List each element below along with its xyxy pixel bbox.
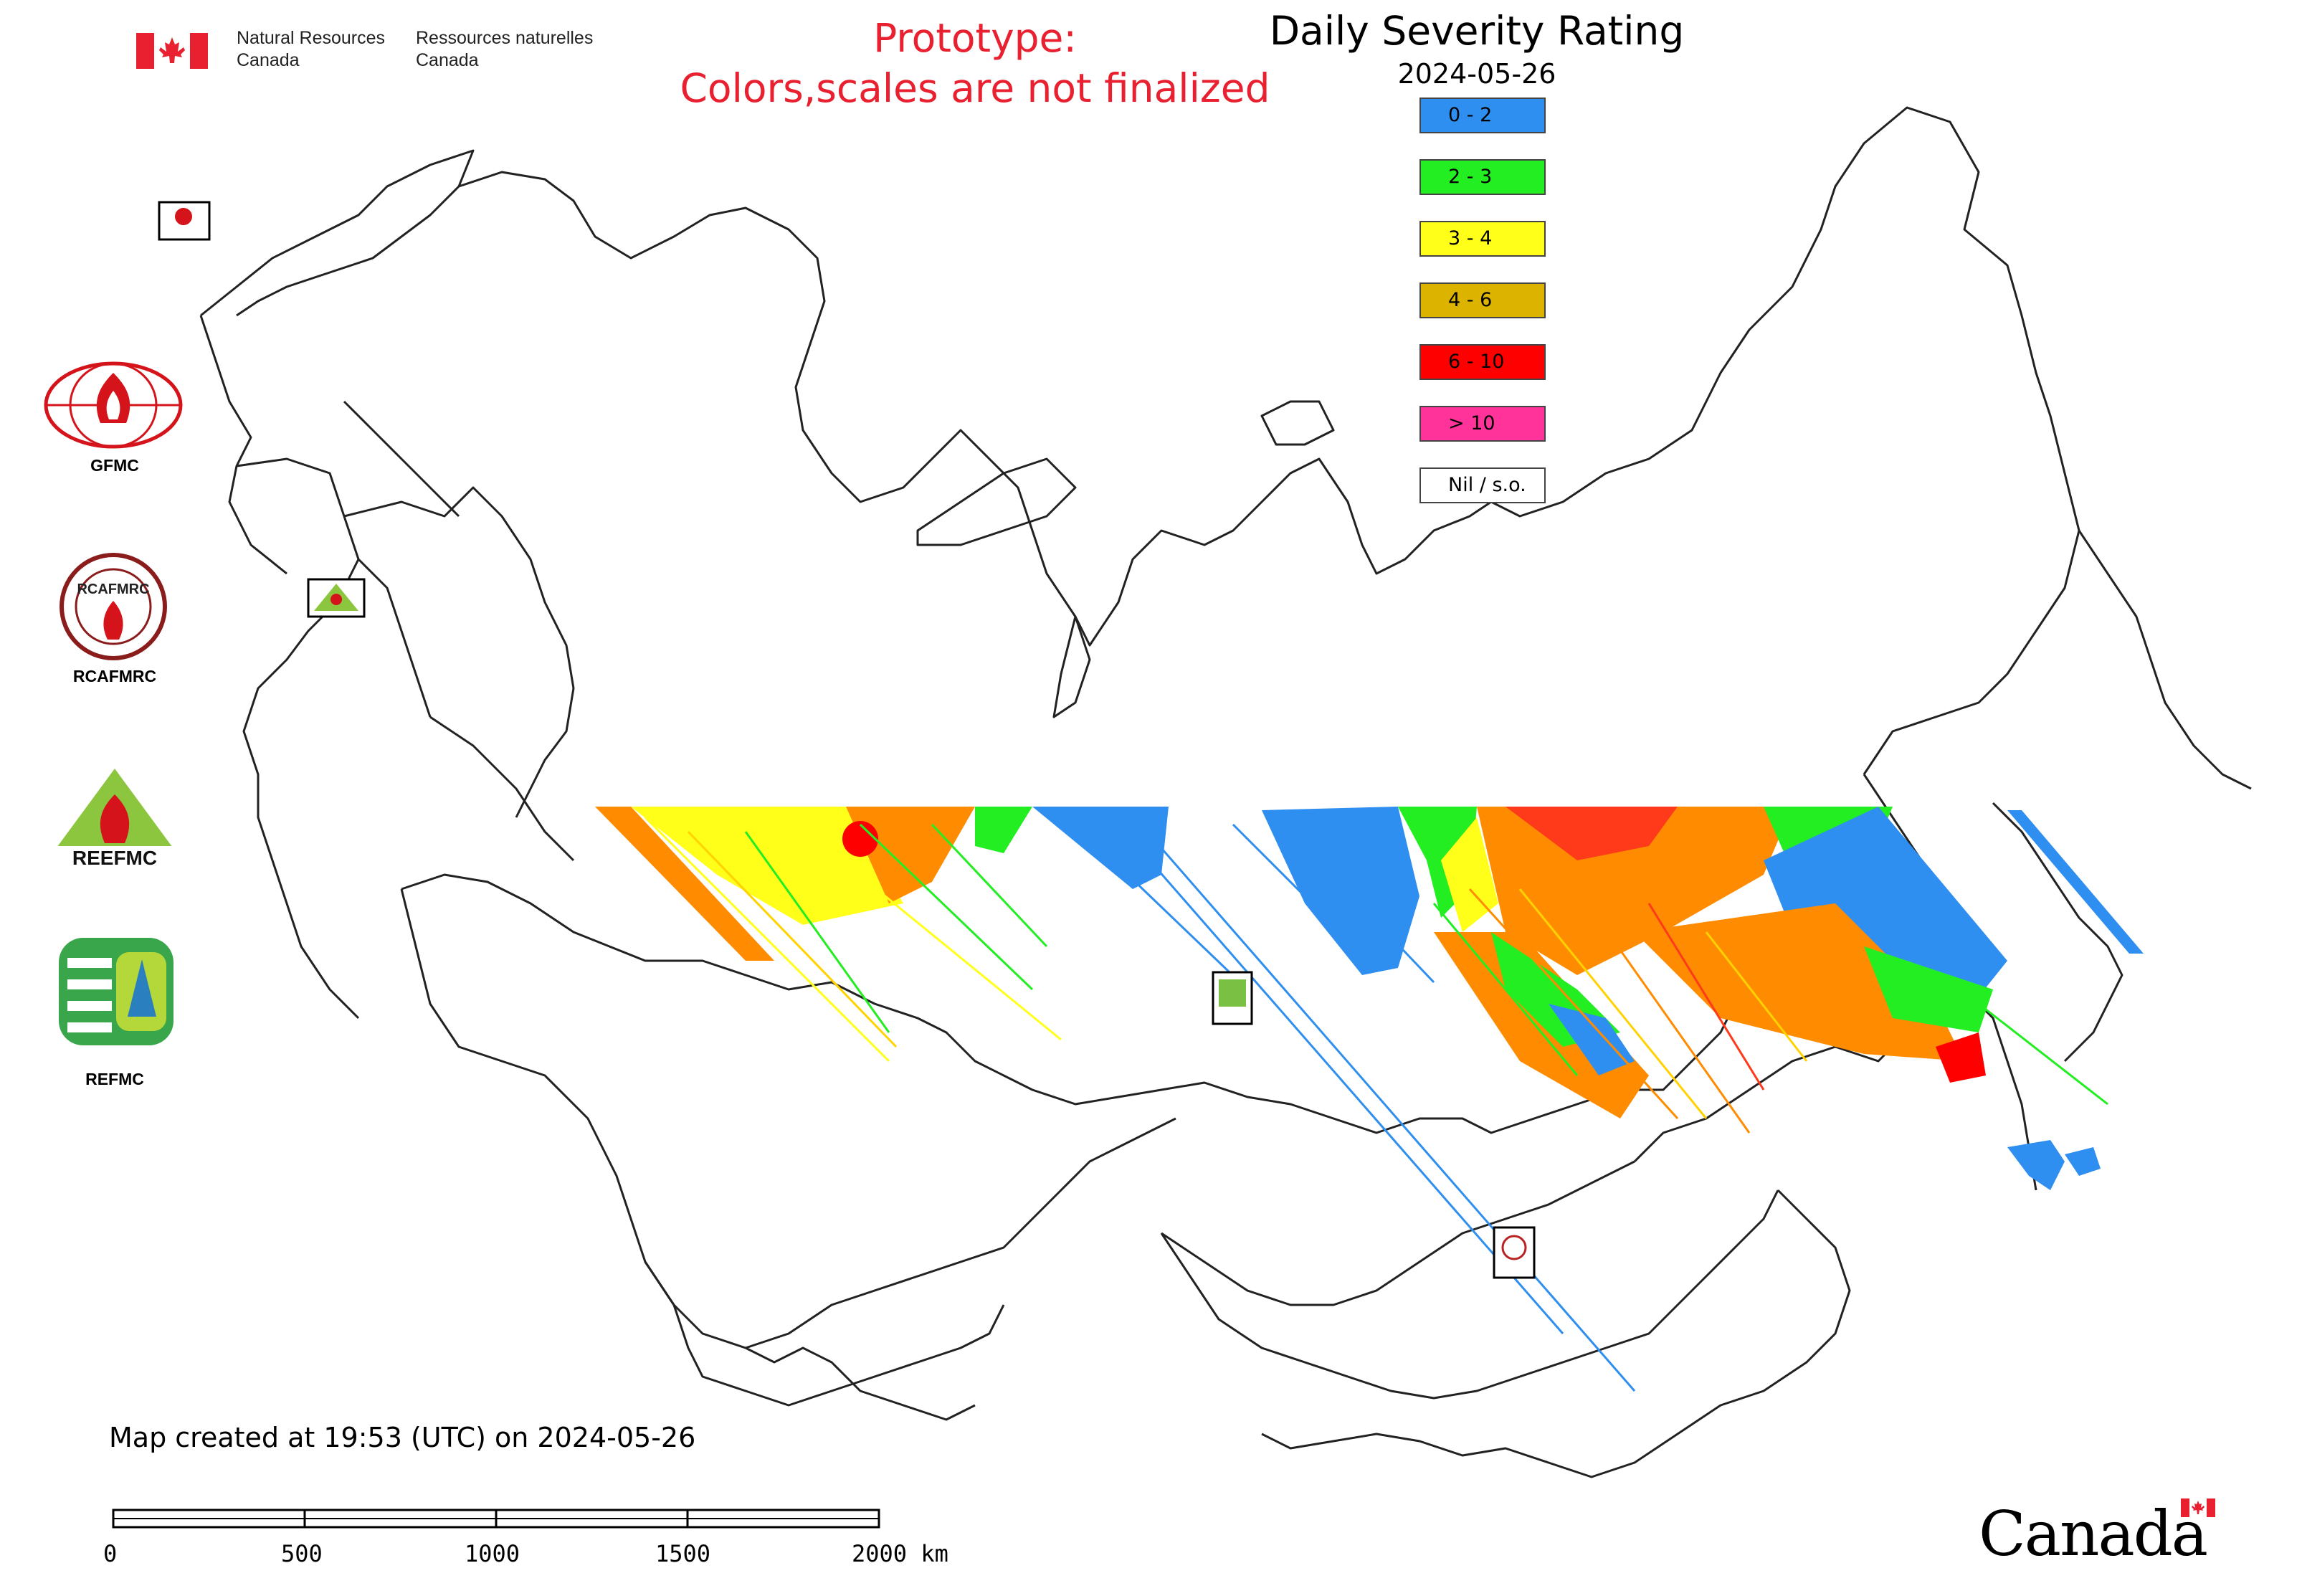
canada-wordmark: Canada [1979, 1491, 2222, 1570]
swath-blue-hokkaido [2007, 1140, 2101, 1190]
reefmc-logo-icon: REEFMC [42, 769, 188, 869]
swath-green-south [1864, 946, 1993, 1032]
legend: 0 - 2 2 - 3 3 - 4 4 - 6 6 - 10 > 10 Nil … [1419, 98, 1549, 513]
canada-wordmark-flag-icon [2181, 1498, 2215, 1517]
legend-label: 3 - 4 [1448, 227, 1493, 250]
refmc-logo-icon [59, 938, 173, 1045]
centre-markers [158, 201, 1536, 1279]
legend-label: 2 - 3 [1448, 166, 1493, 188]
swath-red-spot [842, 821, 878, 857]
dept-en-line1: Natural Resources [237, 28, 386, 48]
prototype-line2: Colors,scales are not finalized [680, 65, 1270, 111]
scale-bar: 0 500 1000 1500 2000 km [93, 1498, 982, 1577]
prototype-note: Prototype: Colors,scales are not finaliz… [645, 13, 1305, 113]
gov-header: Natural Resources Canada Ressources natu… [136, 27, 609, 77]
partner-logos: GFMC RCAFMRC RCAFMRC REEFMC REFMC [29, 358, 201, 1111]
map-title: Daily Severity Rating [1269, 8, 1685, 54]
swath-blue-sakhalin [2007, 810, 2144, 954]
legend-item-2-3: 2 - 3 [1419, 159, 1546, 195]
rcafmrc-label: RCAFMRC [72, 667, 157, 685]
swath-yellow-west [631, 807, 903, 925]
prototype-line1: Prototype: [873, 15, 1077, 61]
scale-bar-graphic [112, 1509, 880, 1529]
scale-tick-1500: 1500 [655, 1540, 711, 1567]
canada-word: Canada [1979, 1498, 2208, 1570]
scale-tick-1000: 1000 [465, 1540, 520, 1567]
rcafmrc-logo-icon: RCAFMRC [60, 553, 167, 660]
swath-blue-east-west [1262, 807, 1419, 975]
legend-item-nil: Nil / s.o. [1419, 467, 1546, 503]
gfmc-label: GFMC [90, 456, 139, 475]
legend-label: 4 - 6 [1448, 289, 1493, 311]
dept-fr-line2: Canada [416, 50, 479, 70]
svg-text:REEFMC: REEFMC [72, 847, 157, 869]
map-date: 2024-05-26 [1397, 58, 1556, 90]
dept-fr-line1: Ressources naturelles [416, 28, 594, 48]
scale-tick-0: 0 [103, 1540, 118, 1567]
legend-item-0-2: 0 - 2 [1419, 98, 1546, 133]
legend-label: > 10 [1448, 412, 1495, 434]
severity-data-layer [595, 807, 2144, 1392]
streaks-west [644, 816, 1636, 1392]
swath-red-east [1506, 807, 1678, 860]
legend-label: 0 - 2 [1448, 104, 1493, 126]
legend-label: 6 - 10 [1448, 351, 1505, 373]
gfmc-logo-icon [44, 361, 183, 449]
swath-red-se [1936, 1032, 1986, 1083]
svg-text:RCAFMRC: RCAFMRC [77, 581, 149, 597]
swath-green-west [975, 807, 1032, 853]
streaks-east [1232, 823, 2108, 1134]
legend-item-4-6: 4 - 6 [1419, 282, 1546, 318]
dept-en-line2: Canada [237, 50, 300, 70]
scale-tick-500: 500 [281, 1540, 323, 1567]
canada-flag-icon [136, 33, 208, 69]
legend-label: Nil / s.o. [1448, 474, 1526, 496]
swath-orange-west [595, 807, 774, 961]
swath-blue-center [1549, 1004, 1635, 1075]
legend-item-3-4: 3 - 4 [1419, 221, 1546, 257]
dept-name-fr: Ressources naturelles Canada [416, 27, 593, 72]
legend-item-gt-10: > 10 [1419, 406, 1546, 442]
dept-name-en: Natural Resources Canada [237, 27, 385, 72]
country-borders [199, 106, 2252, 1478]
swath-orange-south [1635, 903, 1964, 1061]
legend-item-6-10: 6 - 10 [1419, 344, 1546, 380]
swath-orange-mid [846, 807, 975, 903]
refmc-label: REFMC [85, 1070, 144, 1088]
scale-tick-2000: 2000 km [852, 1540, 948, 1567]
map-created-note: Map created at 19:53 (UTC) on 2024-05-26 [109, 1422, 696, 1453]
